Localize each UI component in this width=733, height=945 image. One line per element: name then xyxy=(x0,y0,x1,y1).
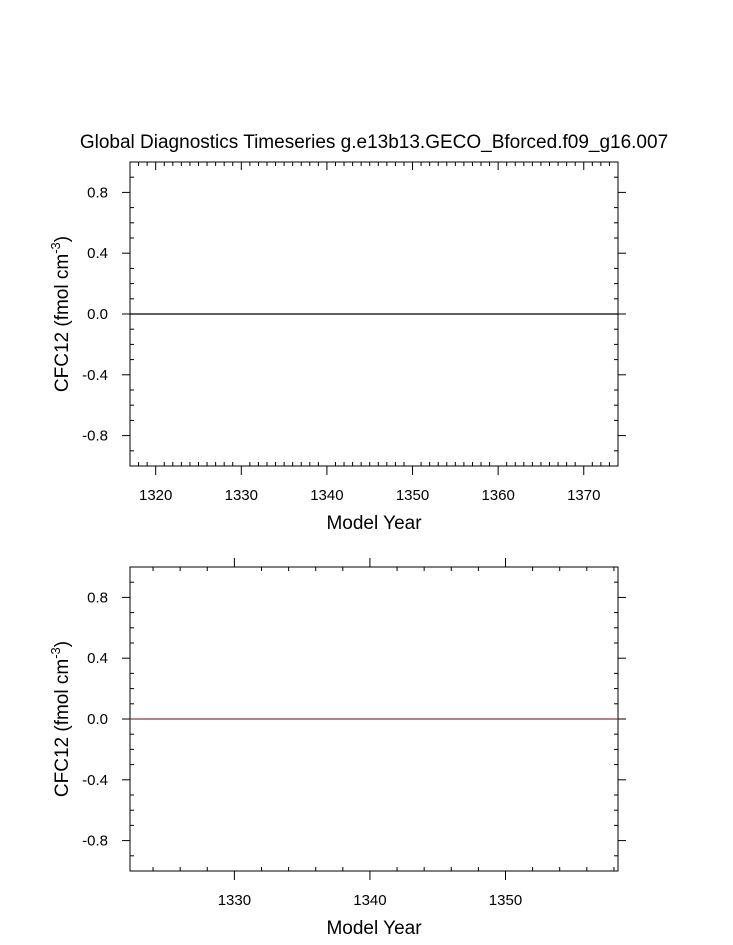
y-axis-label-main: CFC12 (fmol cm xyxy=(52,254,73,392)
bottom-timeseries-panel: 0.8 0.4 0.0 -0.4 -0.8 1330 1340 1350 Model Year C… xyxy=(48,558,626,939)
x-axis-label: Model Year xyxy=(326,918,422,939)
y-axis-label: CFC12 (fmol cm-3) xyxy=(48,236,73,392)
x-tick-label: 1320 xyxy=(139,487,172,504)
y-tick-label: 0.0 xyxy=(87,306,108,323)
y-tick-label: 0.4 xyxy=(87,245,108,262)
y-axis-label: CFC12 (fmol cm-3) xyxy=(48,641,73,797)
x-tick-label: 1330 xyxy=(218,892,251,909)
y-tick-label: 0.0 xyxy=(87,711,108,728)
y-tick-label: 0.8 xyxy=(87,589,108,606)
y-axis-label-close: ) xyxy=(52,641,73,647)
y-tick-label: 0.8 xyxy=(87,184,108,201)
x-tick-label: 1350 xyxy=(489,892,522,909)
chart-title: Global Diagnostics Timeseries g.e13b13.G… xyxy=(80,132,668,153)
y-axis-label-superscript: -3 xyxy=(48,647,63,659)
x-tick-label: 1370 xyxy=(567,487,600,504)
x-tick-label: 1360 xyxy=(481,487,514,504)
x-axis-label: Model Year xyxy=(326,513,422,534)
y-tick-label: -0.4 xyxy=(82,772,108,789)
y-tick-label: -0.8 xyxy=(82,833,108,850)
y-axis-label-close: ) xyxy=(52,236,73,242)
y-tick-label: -0.4 xyxy=(82,367,108,384)
y-tick-label: -0.8 xyxy=(82,428,108,445)
x-tick-label: 1350 xyxy=(396,487,429,504)
y-axis-label-superscript: -3 xyxy=(48,242,63,254)
y-tick-label: 0.4 xyxy=(87,650,108,667)
x-tick-label: 1340 xyxy=(310,487,343,504)
x-tick-label: 1340 xyxy=(353,892,386,909)
y-axis-label-main: CFC12 (fmol cm xyxy=(52,659,73,797)
x-tick-label: 1330 xyxy=(225,487,258,504)
top-timeseries-panel: Global Diagnostics Timeseries g.e13b13.G… xyxy=(48,132,668,534)
